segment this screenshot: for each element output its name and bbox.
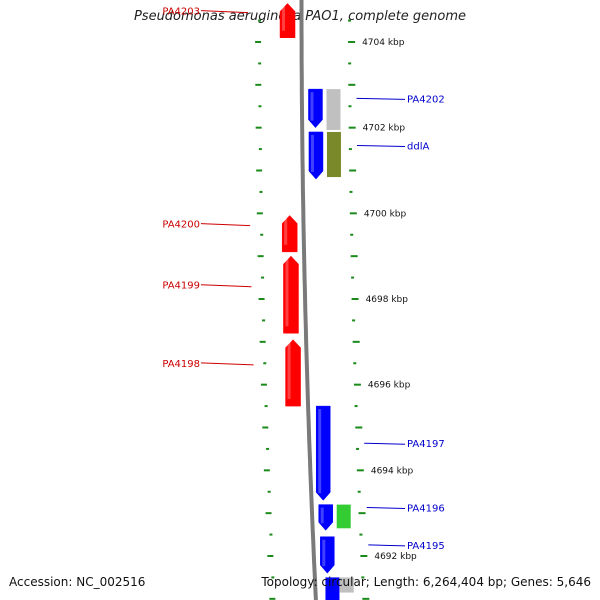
gene-arrow [318,504,333,531]
gene-label: PA4196 [407,503,445,514]
feature-block [326,131,341,178]
scale-label: 4702 kbp [363,124,406,134]
scale-label: 4696 kbp [368,381,411,391]
gene-label-leader [356,145,406,148]
gene-highlight [287,342,291,400]
gene-labels: PA4203 PA4202 ddlA PA4200 PA4199 PA4198 PA4197… [162,7,444,552]
gene-label-leader [366,506,406,509]
feature-block [326,89,341,130]
accession-text: Accession: NC_002516 [9,575,146,589]
gene-label: PA4202 [407,94,445,105]
gene-highlight [320,507,324,524]
feature-block [336,504,351,529]
scale-label: 4704 kbp [362,38,405,48]
gene-label: PA4197 [407,439,445,450]
gene-arrow [308,131,324,180]
scale-labels: 4704 kbp 4702 kbp 4700 kbp 4698 kbp 4696 kbp… [362,38,417,562]
gene-highlight [322,539,326,567]
gene-highlight [310,134,314,173]
genome-backbone [299,0,318,600]
gene-label: PA4200 [162,220,200,231]
scale-label: 4692 kbp [374,552,417,562]
gene-label: PA4199 [162,281,200,292]
gene-arrow [315,405,331,501]
gene-highlight [310,92,314,121]
gene-arrow [283,255,299,334]
genome-summary: Topology: circular; Length: 6,264,404 bp… [261,575,591,589]
gene-label-leader [364,442,406,445]
gene-highlight [282,6,286,31]
scale-label: 4700 kbp [364,209,407,219]
gene-label-leader [356,97,406,100]
gene-arrow [320,536,335,574]
gene-label-leader [200,284,252,288]
gene-label: PA4195 [407,541,445,552]
backbone-line [299,0,318,600]
gene-label-leader [368,544,406,547]
gene-label: PA4203 [162,7,200,18]
gene-label: PA4198 [162,359,200,370]
feature-block [339,577,354,593]
gene-arrow [325,577,340,600]
feature-track [326,89,354,593]
gene-arrow [279,3,296,38]
gene-arrow [285,339,301,407]
gene-arrow [308,88,323,129]
gene-arrow [281,215,298,253]
gene-highlight [318,409,322,494]
gene-highlight [285,259,289,327]
gene-highlight [284,218,288,245]
gene-track [279,3,340,600]
scale-label: 4694 kbp [371,466,414,476]
gene-label-leader [200,10,249,14]
tick-marks [255,19,370,600]
scale-label: 4698 kbp [366,295,409,305]
gene-label: ddlA [407,142,429,153]
gene-label-leader [200,362,254,366]
gene-label-leader [200,223,251,227]
